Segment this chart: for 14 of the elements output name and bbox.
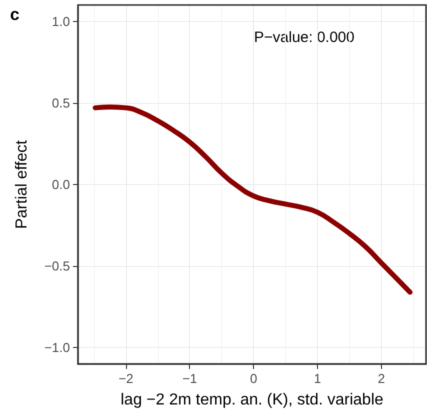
y-tick-label: 0.0 — [52, 177, 70, 192]
text: c — [10, 5, 20, 24]
y-tick-label: −1.0 — [44, 340, 70, 356]
y-axis-title: Partial effect — [14, 140, 30, 229]
y-tick-label: 0.5 — [52, 95, 70, 110]
y-tick-label: −0.5 — [44, 258, 70, 274]
x-axis-title: lag −2 2m temp. an. (K), std. variable — [120, 392, 384, 408]
x-tick-label: 1 — [314, 371, 322, 386]
x-tick-label: 2 — [378, 371, 385, 386]
annotation: P−value: 0.000 — [254, 29, 354, 46]
x-tick-label: −2 — [118, 371, 134, 386]
x-tick-label: 0 — [250, 371, 258, 386]
x-tick-label: −1 — [182, 371, 198, 386]
y-tick-label: 1.0 — [52, 14, 70, 29]
